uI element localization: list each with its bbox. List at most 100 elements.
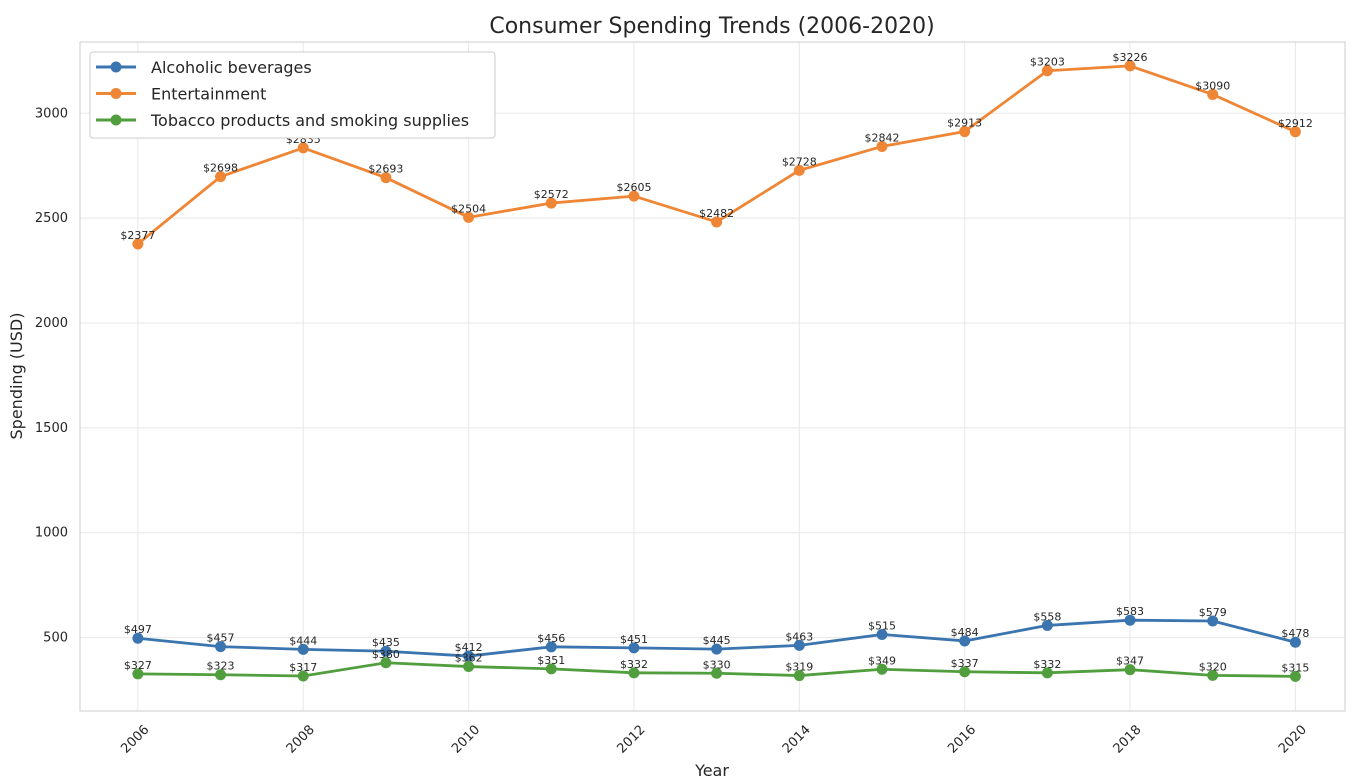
data-point [1289, 636, 1301, 648]
data-label: $484 [951, 626, 979, 639]
data-point [463, 661, 475, 673]
data-point [132, 238, 144, 250]
data-point [297, 670, 309, 682]
data-label: $3203 [1030, 56, 1065, 69]
data-point [793, 164, 805, 176]
data-label: $497 [124, 623, 152, 636]
y-tick-label: 1000 [35, 526, 68, 541]
data-point [1207, 88, 1219, 100]
data-point [1289, 670, 1301, 682]
data-point [463, 650, 475, 662]
legend-marker [110, 114, 122, 126]
data-label: $330 [703, 658, 731, 671]
legend-marker [110, 88, 122, 99]
data-label: $320 [1199, 660, 1227, 673]
data-point [711, 667, 723, 679]
data-label: $2842 [864, 131, 899, 144]
data-label: $2605 [616, 181, 651, 194]
data-point [1124, 614, 1136, 626]
data-point [1207, 615, 1219, 627]
data-label: $380 [372, 648, 400, 661]
data-label: $2377 [120, 229, 155, 242]
data-label: $315 [1281, 661, 1309, 674]
data-label: $435 [372, 636, 400, 649]
data-label: $456 [537, 632, 565, 645]
data-label: $457 [207, 632, 235, 645]
data-label: $515 [868, 619, 896, 632]
data-point [876, 140, 888, 152]
series-layer [132, 60, 1301, 682]
data-label: $327 [124, 659, 152, 672]
data-point [1289, 126, 1301, 138]
y-tick-label: 1500 [35, 421, 68, 436]
data-label: $2693 [368, 163, 403, 176]
data-label: $3090 [1195, 79, 1230, 92]
legend-entry: Alcoholic beverages [151, 58, 312, 77]
x-tick-label: 2006 [118, 723, 152, 757]
grid [80, 42, 1345, 711]
data-label: $347 [1116, 655, 1144, 668]
data-label: $349 [868, 654, 896, 667]
legend: Alcoholic beverages Entertainment Tobacco … [89, 51, 496, 139]
data-label: $2912 [1278, 117, 1313, 130]
data-label: $332 [1033, 658, 1061, 671]
data-point [711, 216, 723, 228]
data-point [1041, 65, 1053, 77]
y-tick-label: 500 [43, 631, 68, 646]
x-axis-label: Year [694, 761, 729, 780]
data-point [1124, 664, 1136, 676]
y-tick-label: 2000 [35, 316, 68, 331]
data-point [628, 642, 640, 654]
data-point [628, 190, 640, 202]
legend-entry: Tobacco products and smoking supplies [150, 111, 469, 130]
data-label: $362 [455, 652, 483, 665]
data-label: $351 [537, 654, 565, 667]
data-label: $451 [620, 633, 648, 646]
data-point [793, 670, 805, 682]
x-tick-label: 2014 [780, 723, 814, 757]
data-point [297, 142, 309, 154]
x-tick-label: 2012 [614, 723, 648, 757]
chart-title: Consumer Spending Trends (2006-2020) [489, 14, 934, 39]
data-point [876, 663, 888, 675]
data-label: $3226 [1113, 51, 1148, 64]
data-point [380, 172, 392, 184]
data-point [545, 641, 557, 653]
data-point [132, 632, 144, 644]
data-point [297, 643, 309, 655]
data-label: $579 [1199, 606, 1227, 619]
data-label: $317 [289, 661, 317, 674]
data-point [215, 171, 227, 183]
legend-entry: Entertainment [151, 85, 266, 104]
legend-box [89, 51, 496, 139]
data-point [1041, 667, 1053, 679]
data-point [793, 639, 805, 651]
data-label: $478 [1281, 627, 1309, 640]
data-point [215, 669, 227, 681]
plot-area [79, 41, 1346, 712]
legend-marker [110, 61, 122, 73]
data-label: $319 [785, 661, 813, 674]
data-point [380, 645, 392, 657]
y-axis-label: Spending (USD) [7, 313, 26, 440]
data-label: $412 [455, 641, 483, 654]
data-point [959, 635, 971, 647]
data-point [545, 663, 557, 675]
data-point [711, 643, 723, 655]
data-label: $463 [785, 630, 813, 643]
data-point [215, 641, 227, 653]
data-label: $2504 [451, 202, 486, 215]
data-point [1207, 669, 1219, 681]
data-point [1041, 619, 1053, 631]
data-point [628, 667, 640, 679]
data-point [876, 628, 888, 640]
x-tick-label: 2010 [449, 723, 483, 757]
data-point [959, 126, 971, 138]
x-tick-label: 2008 [284, 723, 318, 757]
data-point [959, 666, 971, 678]
x-tick-label: 2018 [1111, 723, 1145, 757]
data-label: $583 [1116, 605, 1144, 618]
data-label: $444 [289, 634, 317, 647]
data-label: $2728 [782, 155, 817, 168]
x-tick-label: 2020 [1276, 723, 1310, 757]
